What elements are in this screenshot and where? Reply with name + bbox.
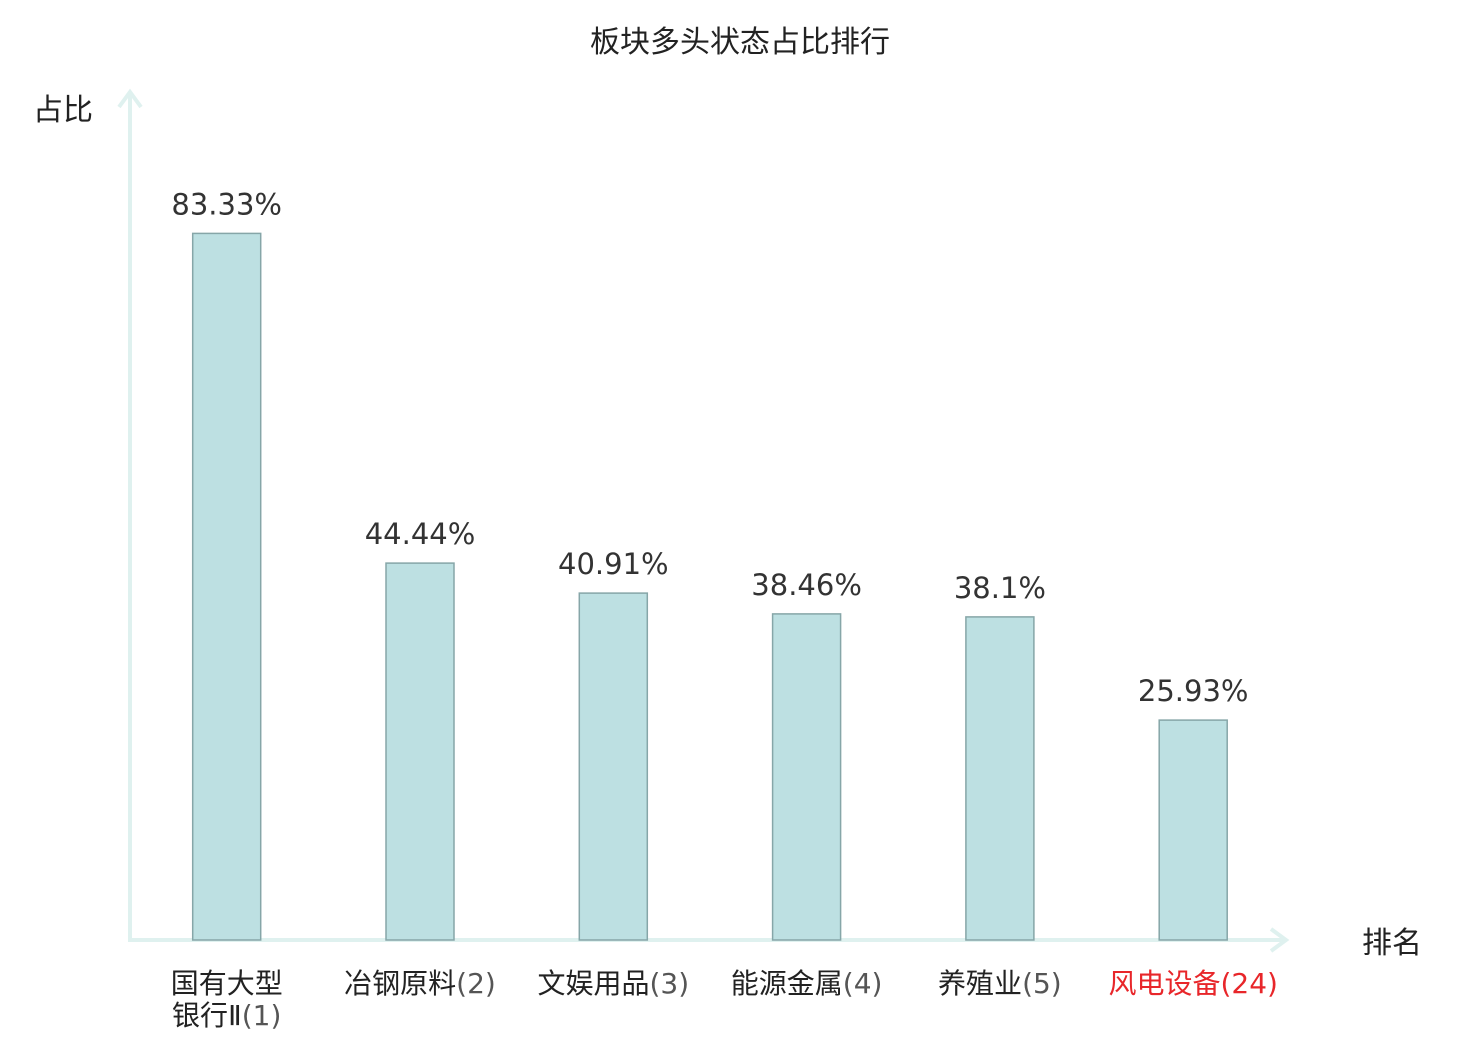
bar	[578, 592, 649, 941]
axes	[117, 88, 1290, 953]
bar	[1158, 719, 1228, 941]
x-tick-label-rank: (5)	[1022, 967, 1062, 1000]
x-tick-label-name: 国有大型	[171, 967, 283, 1000]
x-axis-title: 排名	[1362, 926, 1422, 961]
bar	[191, 232, 262, 941]
x-tick-label: 养殖业(5)	[938, 967, 1062, 1000]
x-tick-label: 能源金属(4)	[731, 967, 883, 1000]
x-tick-label-rank: (2)	[456, 967, 496, 1000]
x-tick-label: 冶钢原料(2)	[344, 967, 496, 1000]
value-label: 83.33%	[171, 187, 282, 221]
x-tick-label: 银行Ⅱ(1)	[172, 999, 281, 1032]
bar	[385, 562, 455, 941]
x-tick-label: 国有大型	[171, 967, 283, 1000]
x-axis-arrow-icon	[1269, 927, 1290, 953]
x-tick-label-name: 银行Ⅱ	[172, 999, 242, 1032]
value-label: 44.44%	[365, 517, 476, 551]
chart-title: 板块多头状态占比排行	[590, 25, 890, 60]
x-tick-label: 文娱用品(3)	[537, 967, 689, 1000]
x-tick-label-name: 风电设备	[1108, 967, 1220, 1000]
x-tick-label-name: 文娱用品	[537, 967, 649, 1000]
value-label: 38.46%	[751, 568, 862, 602]
x-tick-label-name: 能源金属	[731, 967, 843, 1000]
value-label: 25.93%	[1138, 674, 1249, 708]
value-labels: 83.33% 44.44% 40.91% 38.46% 38.1% 25.93%	[171, 187, 1248, 708]
x-tick-label-rank: (3)	[649, 967, 689, 1000]
x-tick-label-name: 冶钢原料	[344, 967, 456, 1000]
x-tick-label-rank: (4)	[843, 967, 883, 1000]
y-axis-arrow-icon	[117, 88, 143, 109]
bars	[191, 232, 1228, 941]
value-label: 38.1%	[954, 571, 1046, 605]
bar	[771, 613, 842, 941]
x-tick-label: 风电设备(24)	[1108, 967, 1278, 1000]
value-label: 40.91%	[558, 547, 669, 581]
x-tick-label-rank: (1)	[242, 999, 282, 1032]
x-tick-label-rank: (24)	[1220, 967, 1277, 1000]
y-axis-title: 占比	[33, 93, 93, 128]
x-tick-label-name: 养殖业	[938, 967, 1022, 1000]
bar	[965, 616, 1035, 941]
